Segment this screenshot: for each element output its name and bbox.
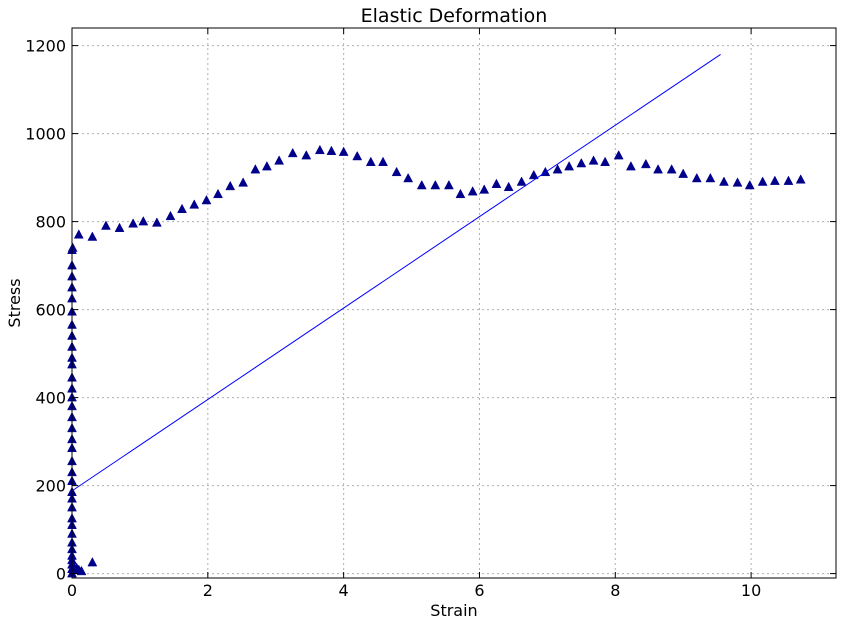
data-point-triangle: [552, 164, 563, 174]
data-point-triangle: [479, 184, 490, 194]
fit-line: [71, 53, 721, 492]
axis-ticks: 0 2 4 6 8 10 0 200 400 600 800 1000 1200: [25, 28, 836, 600]
data-point-triangle: [365, 156, 376, 166]
data-point-triangle: [87, 231, 98, 241]
data-point-triangle: [165, 210, 176, 221]
data-point-triangle: [503, 181, 514, 192]
data-point-triangle: [705, 172, 716, 183]
data-point-triangle: [201, 194, 212, 205]
data-point-triangle: [600, 156, 611, 166]
data-point-triangle: [238, 177, 249, 187]
data-point-triangle: [757, 176, 768, 186]
data-point-triangle: [455, 188, 466, 199]
y-tick-label: 0: [56, 565, 66, 584]
data-point-triangle: [653, 164, 663, 174]
data-point-triangle: [67, 242, 78, 252]
y-tick-label: 1200: [25, 37, 66, 56]
data-point-triangle: [528, 169, 539, 180]
data-point-triangle: [287, 147, 298, 158]
data-point-triangle: [274, 155, 285, 165]
data-point-triangle: [430, 179, 441, 190]
data-point-triangle: [151, 217, 162, 227]
data-point-triangle: [101, 220, 111, 230]
data-point-triangle: [576, 157, 587, 168]
data-point-triangle: [314, 144, 325, 155]
data-point-triangle: [691, 172, 702, 183]
data-point-triangle: [516, 176, 527, 186]
data-point-triangle: [625, 161, 636, 171]
plot-area-frame: [71, 27, 837, 579]
data-point-triangle: [443, 179, 454, 190]
data-point-triangle: [744, 179, 755, 190]
data-point-triangle: [678, 168, 689, 178]
data-point-triangle: [795, 174, 806, 184]
x-tick-label: 8: [610, 581, 620, 600]
data-point-triangle: [491, 178, 502, 188]
y-tick-label: 200: [35, 477, 66, 496]
data-point-triangle: [338, 146, 349, 156]
data-point-triangle: [391, 166, 402, 177]
data-point-triangle: [177, 203, 187, 214]
data-point-triangle: [213, 188, 223, 199]
data-point-triangle: [640, 158, 651, 169]
chart-title: Elastic Deformation: [361, 5, 548, 27]
data-point-triangle: [769, 175, 780, 185]
data-point-triangle: [138, 216, 149, 226]
data-point-triangle: [352, 150, 363, 161]
data-point-triangle: [128, 218, 139, 228]
data-point-triangle: [261, 161, 272, 171]
x-tick-label: 2: [203, 581, 213, 600]
y-tick-label: 600: [35, 301, 66, 320]
x-tick-label: 6: [474, 581, 484, 600]
y-axis-title: Stress: [5, 278, 24, 327]
data-point-triangle: [326, 145, 337, 155]
y-tick-label: 800: [35, 213, 66, 232]
x-tick-label: 0: [67, 581, 77, 600]
data-point-triangle: [301, 150, 312, 160]
x-tick-label: 4: [339, 581, 349, 600]
series-group: [67, 53, 806, 578]
data-point-triangle: [416, 179, 427, 190]
data-point-triangle: [467, 186, 478, 196]
data-point-triangle: [250, 164, 261, 174]
data-point-triangle: [403, 172, 414, 183]
data-point-triangle: [225, 180, 236, 191]
data-point-triangle: [189, 199, 200, 209]
data-point-triangle: [378, 156, 388, 166]
grid: [71, 28, 836, 578]
data-point-triangle: [114, 222, 125, 232]
data-point-triangle: [613, 150, 624, 160]
data-point-triangle: [783, 175, 794, 185]
y-tick-label: 400: [35, 389, 66, 408]
data-point-triangle: [87, 557, 98, 567]
data-point-triangle: [719, 176, 729, 186]
x-axis-title: Strain: [430, 601, 477, 620]
data-point-triangle: [564, 161, 575, 171]
y-tick-label: 1000: [25, 125, 66, 144]
data-point-triangle: [666, 164, 677, 174]
x-tick-label: 10: [741, 581, 761, 600]
data-point-triangle: [73, 229, 84, 239]
data-point-triangle: [76, 565, 87, 576]
data-point-triangle: [732, 177, 743, 187]
data-point-triangle: [588, 155, 599, 165]
